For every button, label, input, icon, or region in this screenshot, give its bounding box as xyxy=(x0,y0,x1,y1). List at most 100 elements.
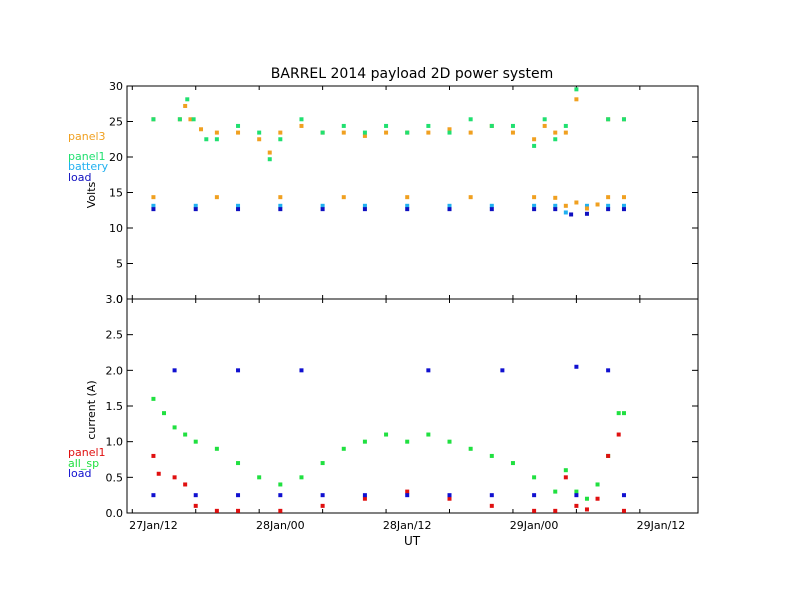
bottom-point-panel1 xyxy=(214,508,219,513)
top-point-panel3 xyxy=(341,195,346,200)
bottom-point-panel1 xyxy=(621,508,626,513)
top-point-panel1 xyxy=(384,123,389,128)
top-point-panel1 xyxy=(185,97,190,102)
top-point-load xyxy=(553,207,558,212)
bottom-point-load xyxy=(172,368,177,373)
bottom-y-tick-label: 2.0 xyxy=(106,364,124,377)
bottom-point-all-sp xyxy=(426,432,431,437)
top-point-panel1 xyxy=(621,117,626,122)
x-tick-label: 27Jan/12 xyxy=(129,519,178,532)
bottom-point-load xyxy=(621,493,626,498)
bottom-point-panel1 xyxy=(172,475,177,480)
x-axis-label: UT xyxy=(404,534,421,548)
bottom-point-load xyxy=(606,368,611,373)
top-point-panel3 xyxy=(621,195,626,200)
top-point-panel3 xyxy=(267,150,272,155)
top-point-battery xyxy=(151,203,156,208)
top-point-panel3 xyxy=(278,130,283,135)
top-point-load xyxy=(606,207,611,212)
bottom-point-all-sp xyxy=(384,432,389,437)
top-point-panel1 xyxy=(574,87,579,92)
bottom-point-load xyxy=(574,493,579,498)
bottom-point-all-sp xyxy=(563,468,568,473)
top-point-panel3 xyxy=(532,137,537,142)
bottom-point-panel1 xyxy=(183,482,188,487)
bottom-point-panel1 xyxy=(553,508,558,513)
top-point-load xyxy=(320,207,325,212)
bottom-point-all-sp xyxy=(236,461,241,466)
top-point-battery xyxy=(553,203,558,208)
top-point-load xyxy=(236,207,241,212)
top-point-panel3 xyxy=(236,130,241,135)
bottom-y-tick-label: 1.5 xyxy=(106,400,124,413)
bottom-x-axis: 27Jan/12 28Jan/00 28Jan/12 29Jan/00 29Jan/12 xyxy=(129,299,685,532)
bottom-point-panel1 xyxy=(563,475,568,480)
top-point-panel3 xyxy=(542,123,547,128)
top-point-panel3 xyxy=(553,130,558,135)
legend-bottom-panel1: panel1 xyxy=(68,446,106,459)
bottom-point-panel1 xyxy=(405,489,410,494)
top-point-load xyxy=(193,207,198,212)
bottom-point-all-sp xyxy=(405,439,410,444)
top-point-load xyxy=(584,211,589,216)
bottom-point-all-sp xyxy=(183,432,188,437)
bottom-point-load xyxy=(489,493,494,498)
bottom-point-all-sp xyxy=(341,446,346,451)
top-point-load xyxy=(447,207,452,212)
top-data-points xyxy=(151,87,626,217)
top-point-panel3 xyxy=(362,133,367,138)
bottom-point-all-sp xyxy=(320,461,325,466)
top-y-tick-label: 15 xyxy=(109,187,123,200)
top-point-panel1 xyxy=(405,130,410,135)
top-point-panel1 xyxy=(320,130,325,135)
legend-bottom-all-sp: all_sp xyxy=(68,457,99,470)
top-point-panel1 xyxy=(426,123,431,128)
bottom-point-panel1 xyxy=(156,471,161,476)
bottom-point-all-sp xyxy=(214,446,219,451)
top-point-battery xyxy=(405,203,410,208)
top-y-tick-label: 0 xyxy=(116,293,123,306)
top-point-load xyxy=(362,207,367,212)
bottom-point-load xyxy=(532,493,537,498)
top-point-panel1 xyxy=(151,117,156,122)
top-point-panel3 xyxy=(606,195,611,200)
bottom-y-tick-label: 3.0 xyxy=(106,293,124,306)
top-point-panel1 xyxy=(341,123,346,128)
top-point-load xyxy=(278,207,283,212)
bottom-point-panel1 xyxy=(584,507,589,512)
top-point-panel1 xyxy=(267,157,272,162)
top-point-load xyxy=(532,207,537,212)
top-point-panel1 xyxy=(606,117,611,122)
bottom-point-panel1 xyxy=(616,432,621,437)
bottom-point-all-sp xyxy=(553,489,558,494)
top-point-panel3 xyxy=(299,123,304,128)
top-point-battery xyxy=(278,203,283,208)
top-point-panel3 xyxy=(151,195,156,200)
top-point-panel1 xyxy=(468,117,473,122)
top-y-axis-label: Volts xyxy=(85,181,98,208)
top-x-ticks xyxy=(131,86,641,299)
top-point-battery xyxy=(362,203,367,208)
top-point-panel1 xyxy=(236,123,241,128)
bottom-panel: 0.0 0.5 1.0 1.5 2.0 2.5 3.0 27Jan/12 28Jan/00 28… xyxy=(68,293,699,532)
top-panel: 0 5 10 15 20 25 30 Volts panel3 panel1 battery… xyxy=(68,80,699,306)
bottom-point-all-sp xyxy=(299,475,304,480)
top-y-tick-label: 5 xyxy=(116,258,123,271)
top-point-battery xyxy=(584,203,589,208)
top-point-panel3 xyxy=(278,195,283,200)
top-point-panel3 xyxy=(553,195,558,200)
bottom-point-load xyxy=(574,364,579,369)
bottom-point-load xyxy=(236,493,241,498)
chart-title: BARREL 2014 payload 2D power system xyxy=(271,66,553,82)
bottom-point-panel1 xyxy=(489,503,494,508)
top-point-load xyxy=(621,207,626,212)
top-point-battery xyxy=(606,203,611,208)
bottom-point-load xyxy=(151,493,156,498)
top-point-panel3 xyxy=(468,130,473,135)
bottom-point-all-sp xyxy=(362,439,367,444)
top-point-panel3 xyxy=(574,200,579,205)
bottom-point-load xyxy=(193,493,198,498)
top-point-panel1 xyxy=(214,137,219,142)
bottom-point-all-sp xyxy=(621,411,626,416)
